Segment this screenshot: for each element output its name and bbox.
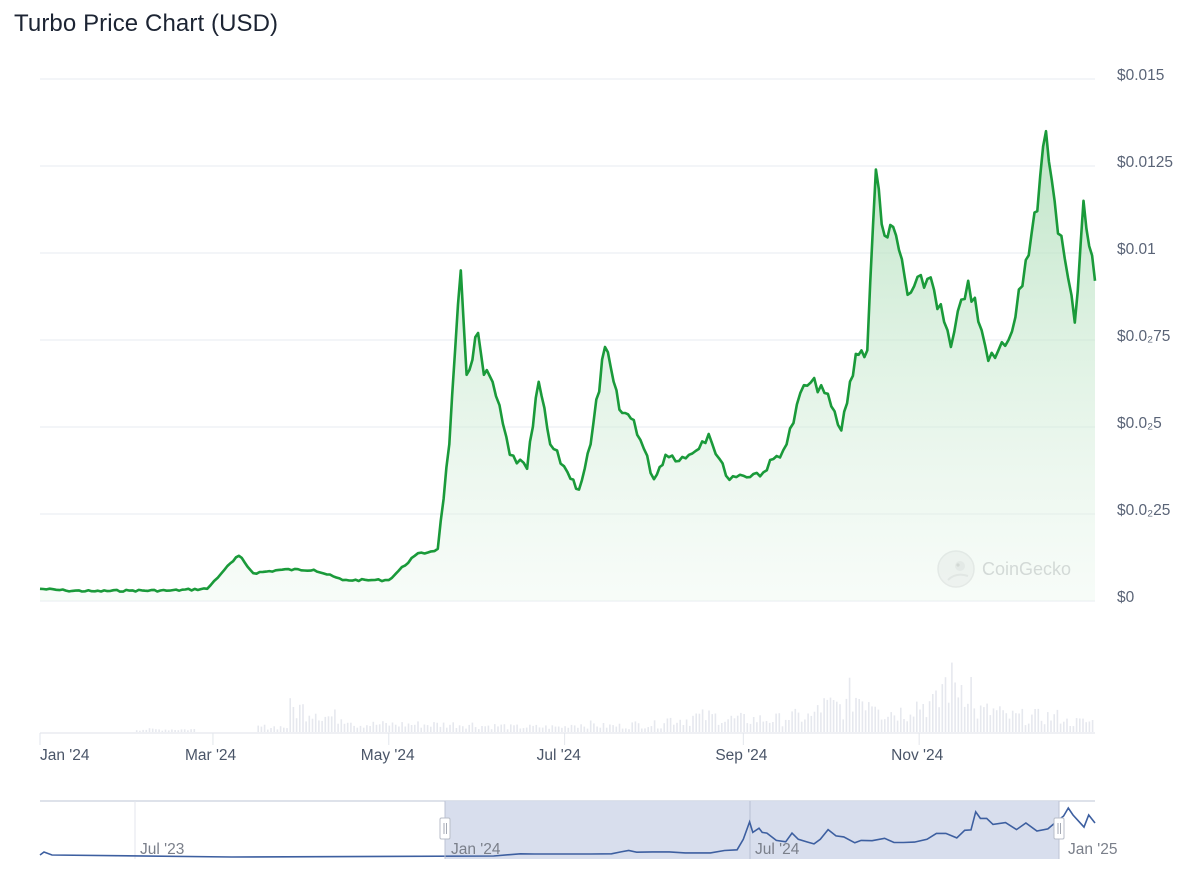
nav-label-jan25: Jan '25 <box>1068 841 1118 858</box>
x-tick-label: May '24 <box>361 747 415 764</box>
y-axis-labels: $0 $0.0₂25 $0.0₂5 $0.0₂75 $0.01 $0.0125 $0.015 <box>1117 67 1173 606</box>
volume-bars <box>135 662 1094 732</box>
y-tick-label: $0 <box>1117 589 1135 606</box>
range-navigator[interactable]: Jul '23 Jan '24 Jul '24 Jan '25 <box>39 800 1118 859</box>
chart-title: Turbo Price Chart (USD) <box>14 10 279 37</box>
x-tick-label: Nov '24 <box>891 747 943 764</box>
y-tick-label: $0.0₂75 <box>1117 328 1170 345</box>
y-tick-label: $0.015 <box>1117 67 1164 84</box>
price-area <box>40 131 1095 601</box>
price-line[interactable] <box>39 129 1097 593</box>
nav-label-jan24: Jan '24 <box>451 841 501 858</box>
x-tick-label: Jan '24 <box>40 747 90 764</box>
nav-label-jul23: Jul '23 <box>140 841 184 858</box>
y-tick-label: $0.0₂25 <box>1117 502 1170 519</box>
navigator-left-handle[interactable] <box>439 817 451 840</box>
navigator-right-handle[interactable] <box>1053 817 1065 840</box>
y-tick-label: $0.01 <box>1117 241 1156 258</box>
y-tick-label: $0.0₂5 <box>1117 415 1162 432</box>
y-tick-label: $0.0125 <box>1117 154 1173 171</box>
x-axis-ticks: Jan '24 Mar '24 May '24 Jul '24 Sep '24 Nov '… <box>39 733 944 764</box>
x-tick-label: Sep '24 <box>715 747 767 764</box>
nav-label-jul24: Jul '24 <box>755 841 800 858</box>
x-tick-label: Mar '24 <box>185 747 237 764</box>
x-tick-label: Jul '24 <box>537 747 582 764</box>
navigator-line <box>39 806 1096 858</box>
